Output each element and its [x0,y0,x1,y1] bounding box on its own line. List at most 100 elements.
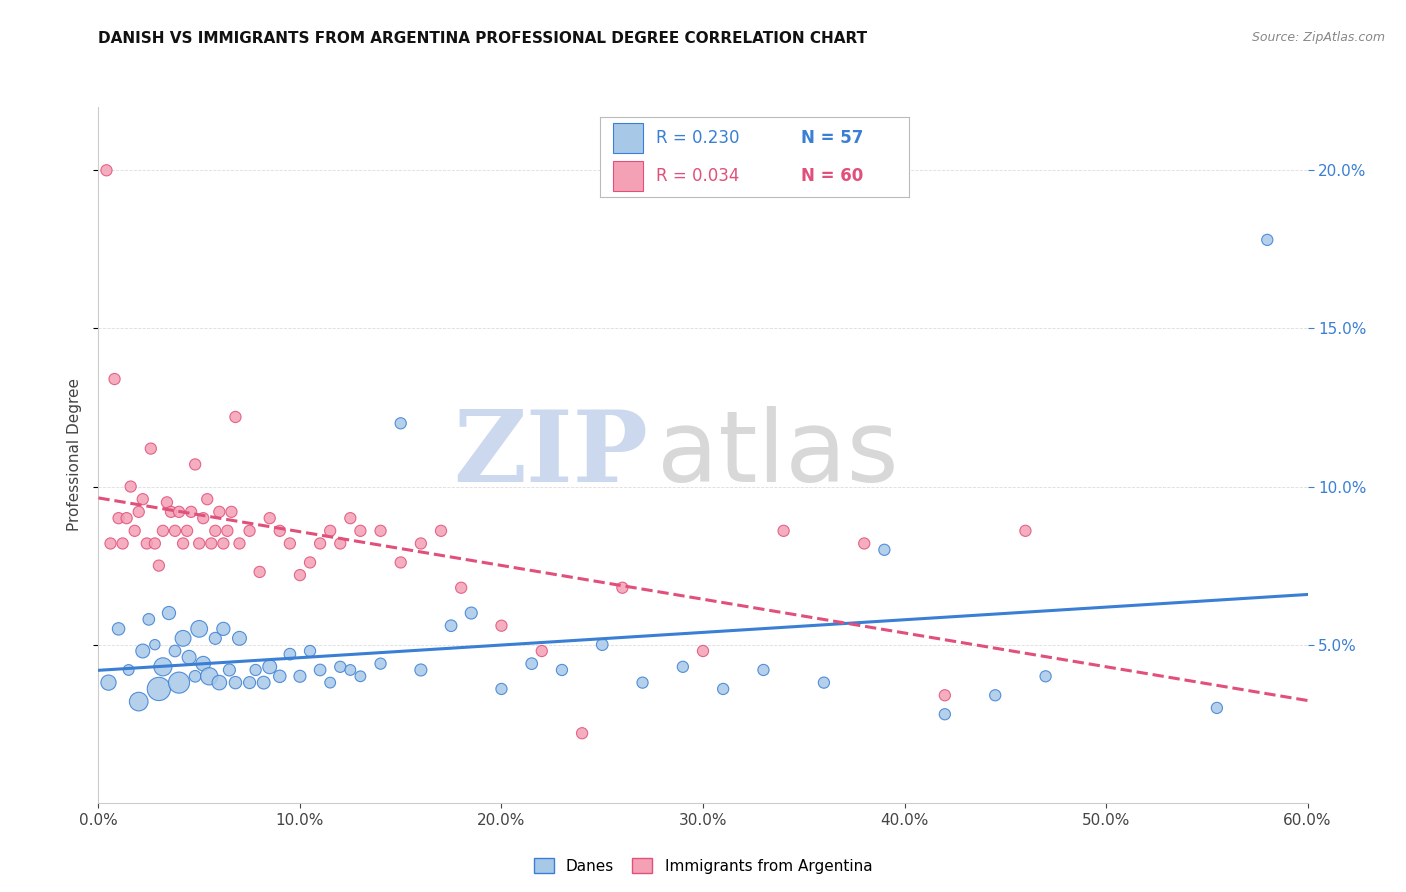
Point [167,675,190,690]
Text: Source: ZipAtlas.com: Source: ZipAtlas.com [1251,31,1385,45]
Point [128,695,150,709]
Point [329,660,352,674]
Point [389,556,412,570]
Point [253,675,276,690]
Point [212,536,235,550]
Point [107,622,129,636]
Point [934,688,956,702]
Point [551,663,574,677]
Point [172,536,194,550]
Point [349,669,371,683]
Point [370,524,392,538]
Point [319,675,342,690]
Point [204,632,226,646]
Point [319,524,342,538]
Point [228,632,250,646]
Point [132,644,155,658]
Point [212,622,235,636]
Point [329,536,352,550]
Point [772,524,794,538]
Point [450,581,472,595]
Point [259,511,281,525]
Point [259,660,281,674]
Point [176,524,198,538]
Point [278,536,301,550]
Point [711,681,734,696]
Point [460,606,482,620]
Point [224,675,246,690]
Point [200,536,222,550]
Point [217,524,239,538]
Point [249,565,271,579]
Point [813,675,835,690]
Point [491,681,513,696]
Point [631,675,654,690]
Point [239,524,262,538]
Point [188,536,211,550]
Point [111,536,134,550]
Point [288,568,311,582]
Point [163,644,186,658]
Point [180,505,202,519]
Point [269,524,291,538]
Point [672,660,695,674]
Point [195,492,218,507]
Point [156,495,179,509]
Point [107,511,129,525]
Point [491,618,513,632]
Point [208,505,231,519]
Text: atlas: atlas [657,407,898,503]
Point [160,505,183,519]
Point [139,442,162,456]
Point [167,505,190,519]
Point [97,675,120,690]
Point [389,417,412,431]
Point [1014,524,1036,538]
Point [157,606,180,620]
Point [148,681,170,696]
Point [118,663,141,677]
Point [309,536,332,550]
Point [1035,669,1057,683]
Point [96,163,118,178]
Point [152,660,174,674]
Point [299,556,322,570]
Point [188,622,211,636]
Point [309,663,332,677]
Point [873,542,896,557]
Legend: Danes, Immigrants from Argentina: Danes, Immigrants from Argentina [527,852,879,880]
Point [100,536,122,550]
Point [984,688,1007,702]
Point [571,726,593,740]
Point [143,536,166,550]
Point [752,663,775,677]
Point [692,644,714,658]
Point [221,505,243,519]
Point [204,524,226,538]
Point [184,669,207,683]
Point [288,669,311,683]
Point [591,638,613,652]
Point [239,675,262,690]
Point [612,581,634,595]
Point [934,707,956,722]
Point [179,650,201,665]
Point [339,663,361,677]
Point [520,657,543,671]
Point [152,524,174,538]
Point [1206,701,1229,715]
Point [135,536,157,550]
Point [208,675,231,690]
Point [132,492,155,507]
Point [138,612,160,626]
Point [409,536,432,550]
Point [120,479,142,493]
Point [128,505,150,519]
Point [409,663,432,677]
Point [339,511,361,525]
Point [370,657,392,671]
Point [198,669,221,683]
Text: DANISH VS IMMIGRANTS FROM ARGENTINA PROFESSIONAL DEGREE CORRELATION CHART: DANISH VS IMMIGRANTS FROM ARGENTINA PROF… [98,31,868,46]
Point [440,618,463,632]
Point [193,511,215,525]
